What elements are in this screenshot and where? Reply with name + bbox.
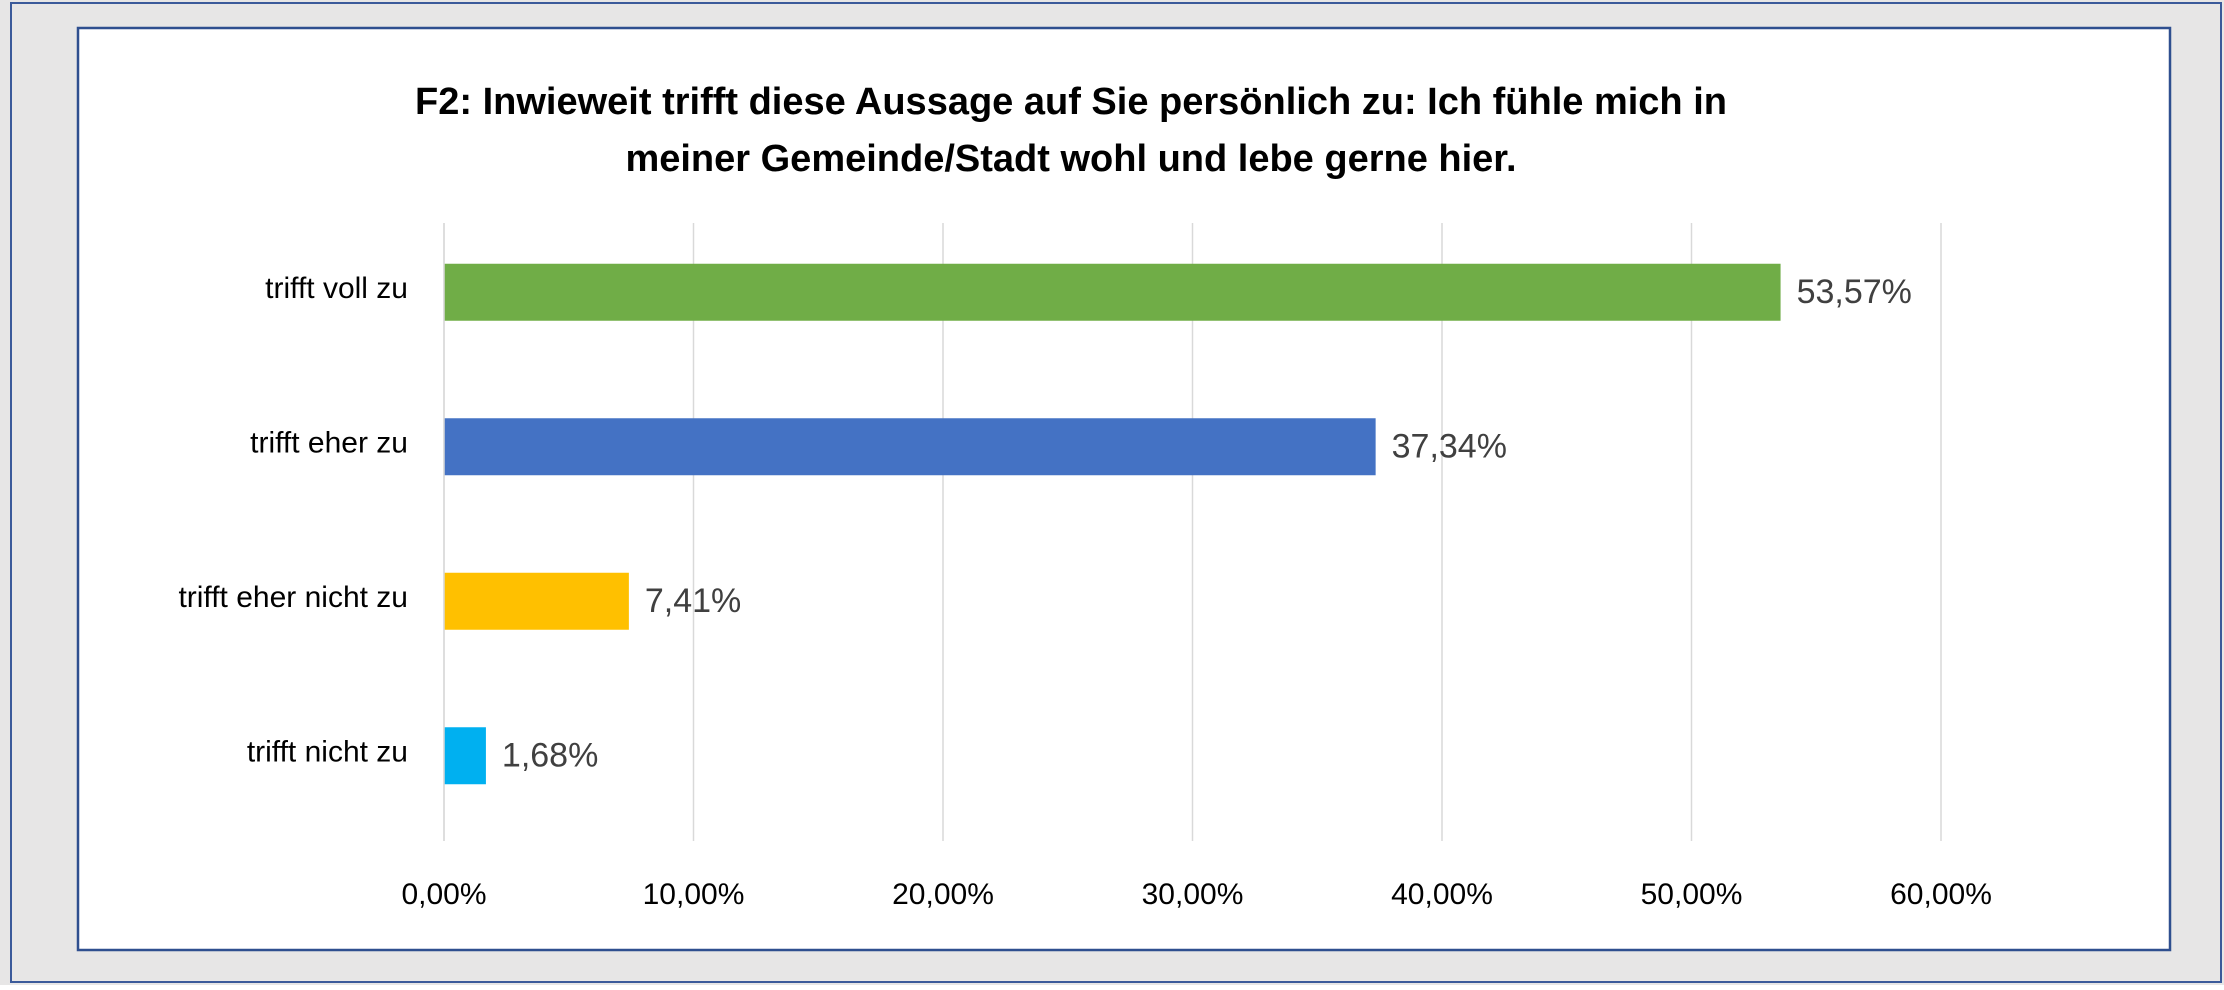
x-tick-label: 50,00%	[1641, 878, 1743, 911]
data-label: 7,41%	[645, 582, 741, 620]
chart-area	[76, 26, 2172, 952]
bar	[444, 727, 486, 785]
bar	[444, 263, 1781, 321]
data-label: 53,57%	[1797, 273, 1912, 311]
x-tick-label: 10,00%	[643, 878, 745, 911]
y-tick-label: trifft nicht zu	[247, 736, 408, 769]
x-tick-label: 60,00%	[1890, 878, 1992, 911]
data-label: 37,34%	[1392, 428, 1507, 466]
y-tick-label: trifft eher zu	[250, 427, 408, 460]
chart-title: meiner Gemeinde/Stadt wohl und lebe gern…	[625, 138, 1516, 180]
y-tick-label: trifft voll zu	[265, 272, 408, 305]
bar	[444, 572, 629, 630]
x-tick-label: 0,00%	[401, 878, 486, 911]
bar	[444, 418, 1376, 476]
y-tick-label: trifft eher nicht zu	[178, 581, 408, 614]
outer-frame	[10, 2, 2222, 983]
x-tick-label: 20,00%	[892, 878, 994, 911]
data-label: 1,68%	[502, 737, 598, 775]
chart-title: F2: Inwieweit trifft diese Aussage auf S…	[415, 81, 1727, 123]
x-tick-label: 30,00%	[1142, 878, 1244, 911]
x-tick-label: 40,00%	[1391, 878, 1493, 911]
